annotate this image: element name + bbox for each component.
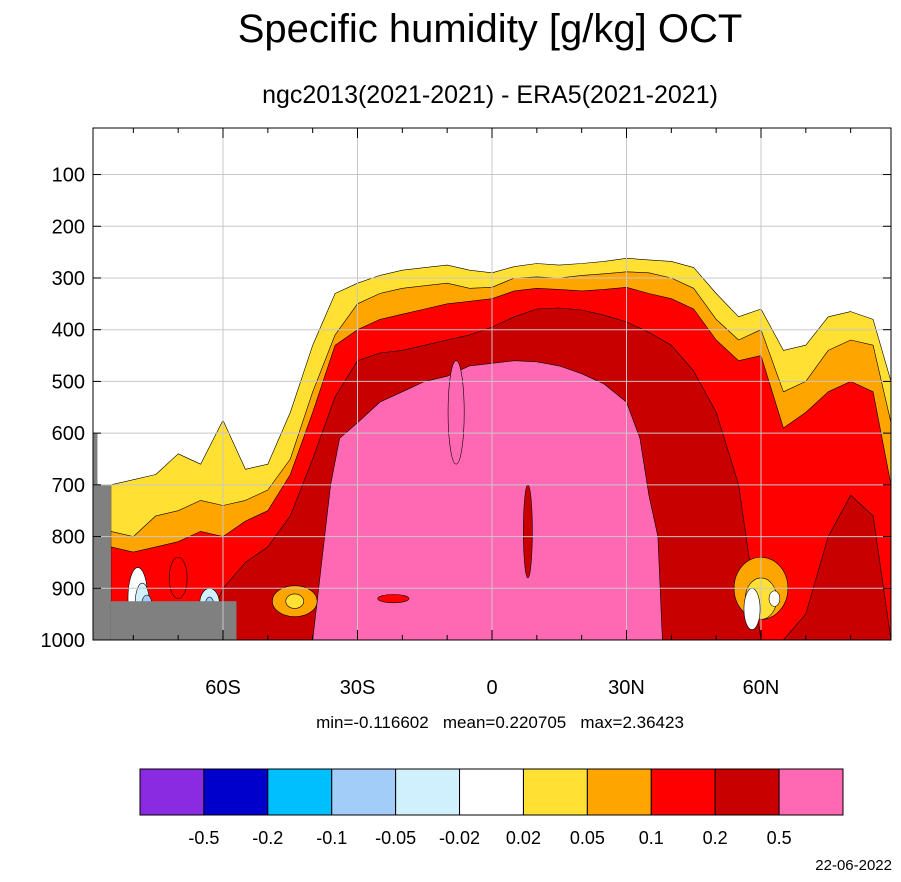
colorbar: -0.5 -0.2 -0.1 -0.05 -0.02 0.02 0.05 0.1 0.2 0.5 [139,768,844,848]
colorbar-swatch-5 [459,768,524,816]
missing-mask-1 [97,484,111,640]
contour-fills [110,258,891,640]
colorbar-swatch-6 [522,768,588,816]
colorbar-swatch-10 [778,768,844,816]
contour-blob-13 [743,587,761,630]
colorbar-label: 0.1 [639,828,664,848]
y-tick-label: 100 [52,165,85,187]
y-tick-label: 900 [52,578,85,600]
date-stamp: 22-06-2022 [815,857,892,874]
x-tick-label: 30N [608,677,645,699]
x-axis: 60S 30S 0 30N 60N [132,128,852,699]
y-tick-label: 400 [52,320,85,342]
y-tick-label: 800 [52,527,85,549]
colorbar-swatch-3 [331,768,397,816]
colorbar-label: -0.02 [439,828,480,848]
plot-area [93,128,891,640]
colorbar-label: 0.02 [506,828,541,848]
contour-level-4 [312,360,663,640]
y-tick-label: 600 [52,423,85,445]
contour-blob-8 [377,594,410,604]
missing-mask-0 [93,433,98,640]
y-tick-label: 700 [52,475,85,497]
contour-blob-10 [447,360,465,465]
colorbar-label: -0.5 [188,828,219,848]
y-tick-label: 500 [52,371,85,393]
colorbar-swatch-1 [203,768,269,816]
y-axis: 100 200 300 400 500 600 700 800 900 1000 [41,165,891,652]
colorbar-swatch-9 [714,768,780,816]
colorbar-label: -0.05 [375,828,416,848]
contour-blob-14 [768,590,781,607]
y-tick-label: 200 [52,216,85,238]
grid-lines [93,128,891,640]
colorbar-label: -0.2 [252,828,283,848]
colorbar-label: 0.5 [767,828,792,848]
chart-subtitle: ngc2013(2021-2021) - ERA5(2021-2021) [262,81,718,109]
colorbar-swatch-0 [139,768,205,816]
x-tick-label: 0 [486,677,497,699]
contour-blob-9 [523,484,533,579]
colorbar-swatch-4 [395,768,461,816]
colorbar-swatch-7 [586,768,652,816]
missing-mask-2 [110,601,237,640]
x-tick-label: 30S [340,677,376,699]
colorbar-label: -0.1 [316,828,347,848]
y-tick-label: 1000 [41,630,86,652]
colorbar-label: 0.05 [570,828,605,848]
colorbar-label: 0.2 [703,828,728,848]
contour-blob-7 [285,593,305,609]
stats-line: min=-0.116602 mean=0.220705 max=2.36423 [316,713,684,732]
y-tick-label: 300 [52,268,85,290]
x-tick-label: 60N [743,677,780,699]
chart-title: Specific humidity [g/kg] OCT [238,7,743,51]
x-tick-label: 60S [205,677,241,699]
colorbar-swatch-8 [650,768,716,816]
colorbar-swatch-2 [267,768,333,816]
contour-blob-3 [168,556,188,599]
